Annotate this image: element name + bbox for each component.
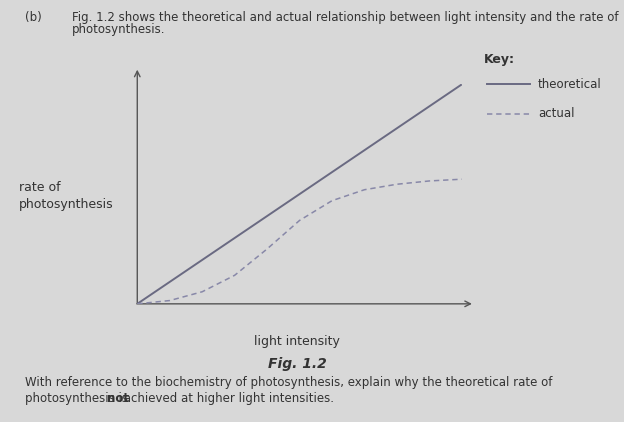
Text: not: not (107, 392, 129, 406)
Text: actual: actual (538, 108, 574, 120)
Text: photosynthesis: photosynthesis (19, 198, 114, 211)
Text: With reference to the biochemistry of photosynthesis, explain why the theoretica: With reference to the biochemistry of ph… (25, 376, 552, 390)
Text: photosynthesis.: photosynthesis. (72, 23, 165, 36)
Text: theoretical: theoretical (538, 78, 602, 91)
Text: Key:: Key: (484, 53, 515, 66)
Text: photosynthesis is: photosynthesis is (25, 392, 132, 406)
Text: Fig. 1.2 shows the theoretical and actual relationship between light intensity a: Fig. 1.2 shows the theoretical and actua… (72, 11, 618, 24)
Text: Fig. 1.2: Fig. 1.2 (268, 357, 326, 371)
Text: rate of: rate of (19, 181, 61, 194)
Text: (b): (b) (25, 11, 42, 24)
Text: achieved at higher light intensities.: achieved at higher light intensities. (120, 392, 334, 406)
Text: light intensity: light intensity (254, 335, 340, 349)
